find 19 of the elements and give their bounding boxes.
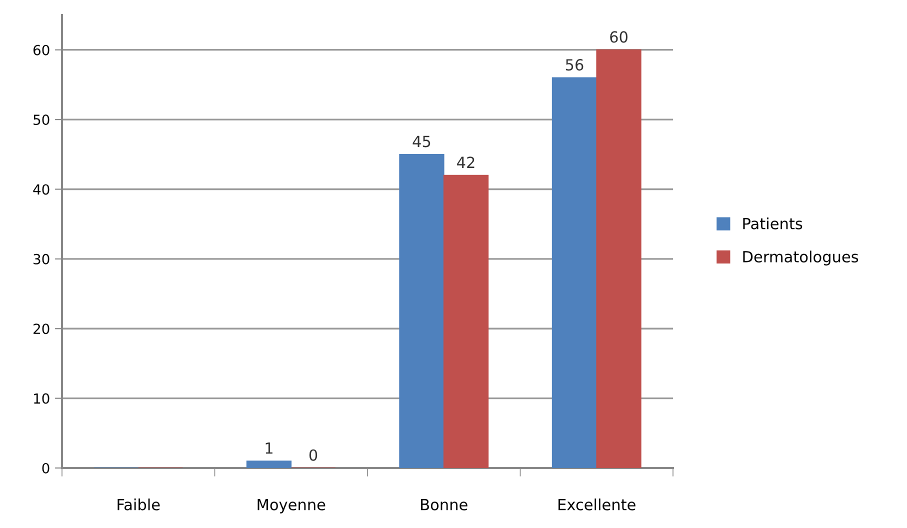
y-tick-label: 60 [33, 44, 50, 56]
x-tick-label: Faible [118, 498, 160, 510]
data-label: 1 [266, 442, 272, 454]
data-label: 42 [457, 156, 474, 168]
data-label: 0 [309, 449, 318, 461]
legend-label: Patients [743, 218, 802, 230]
y-tick-label: 40 [33, 184, 50, 195]
y-tick-label: 0 [42, 462, 50, 474]
y-tick-label: 10 [34, 393, 50, 404]
legend-label: Dermatologues [743, 250, 858, 266]
y-tick-label: 50 [34, 114, 50, 126]
x-tick-label: Moyenne [258, 499, 326, 514]
data-label: 56 [566, 59, 584, 71]
y-tick-label: 30 [34, 254, 50, 264]
x-tick-label: Bonne [421, 499, 468, 510]
y-tick-label: 20 [34, 324, 50, 334]
x-tick-label: Excellente [558, 498, 636, 510]
data-label: 45 [412, 136, 430, 148]
data-label: 60 [610, 31, 628, 43]
